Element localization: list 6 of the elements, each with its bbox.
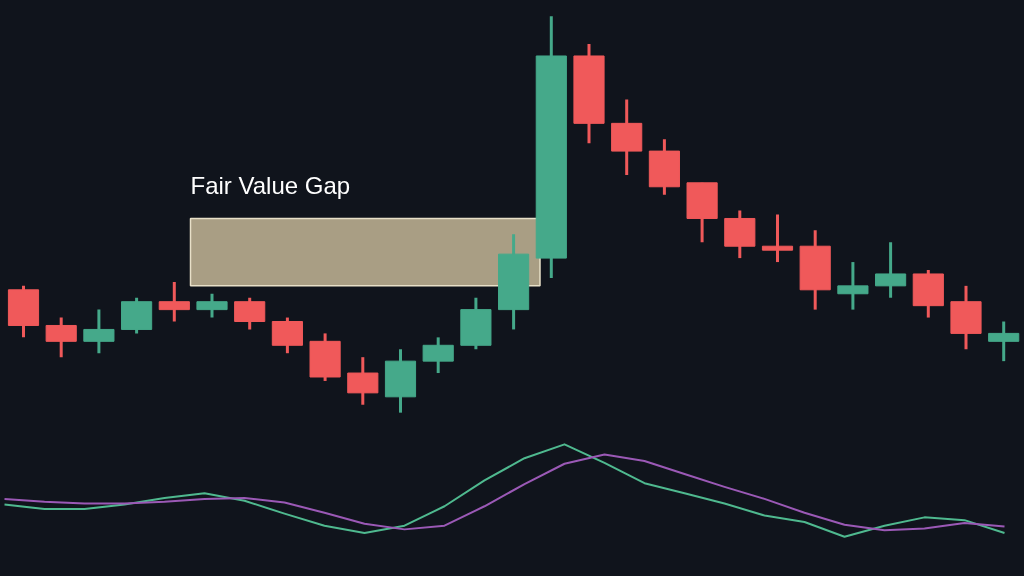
candlestick [988,321,1020,363]
band-label: Fair Value Gap [190,171,351,199]
candlestick [158,281,190,322]
candlestick [761,214,794,264]
candlestick [837,262,869,310]
candlestick [875,242,907,298]
